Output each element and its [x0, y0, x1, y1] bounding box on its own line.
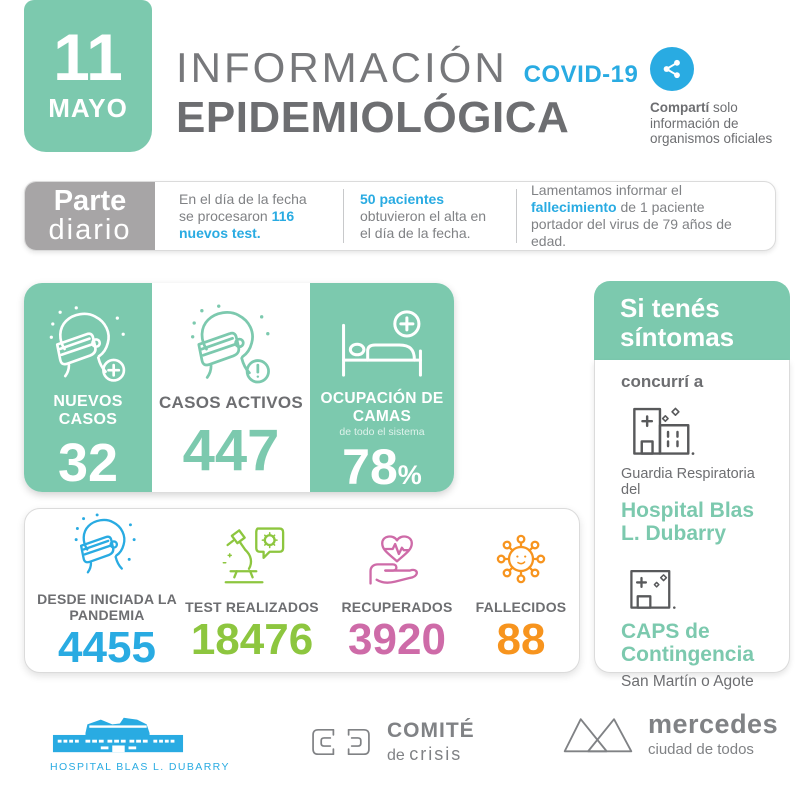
symptoms-intro: concurrí a — [621, 372, 704, 391]
title-covid19: COVID-19 — [523, 61, 639, 88]
report-item-highlight: 116 nuevos test. — [179, 207, 295, 241]
stat-label: NUEVOS CASOS — [53, 393, 123, 428]
stat-number: 78 — [342, 439, 398, 492]
stat-card-casos-activos: CASOS ACTIVOS 447 — [152, 283, 310, 492]
stat-value: 78% — [342, 442, 422, 492]
masked-face-plus-icon — [44, 299, 132, 393]
share-note-bold: Compartí — [650, 100, 710, 115]
comite-de: de — [387, 747, 410, 764]
stat-value: 32 — [57, 432, 119, 492]
symptoms-panel-title: Si tenés síntomas — [594, 281, 790, 360]
stat-card-nuevos-casos: NUEVOS CASOS 32 — [24, 283, 152, 492]
page-title: INFORMACIÓN COVID-19 EPIDEMIOLÓGICA — [176, 44, 638, 143]
daily-report-label: Parte diario — [25, 182, 155, 250]
date-month: MAYO — [48, 92, 128, 123]
mercedes-city-logo: mercedes ciudad de todos — [561, 705, 778, 763]
primary-stats-group: NUEVOS CASOS 32 — [24, 283, 454, 492]
stat-label: TEST REALIZADOS — [185, 599, 319, 616]
share-note-rest: solo información de organismos oficiales — [650, 100, 773, 146]
hospital-dubarry-logo: HOSPITAL BLAS L. DUBARRY — [50, 712, 230, 773]
date-badge: 11 MAYO — [24, 0, 152, 152]
report-item-altas: 50 pacientes obtuvieron el alta en el dí… — [344, 191, 516, 242]
stat-label: DESDE INICIADA LA PANDEMIA — [37, 590, 177, 624]
virus-icon — [488, 518, 554, 592]
date-day: 11 — [53, 20, 123, 95]
stat-col-tests: TEST REALIZADOS 18476 — [181, 518, 323, 663]
stat-unit: % — [397, 460, 422, 490]
stat-value: 4455 — [58, 622, 156, 672]
heart-in-hand-icon — [357, 518, 437, 592]
place-description: Guardia Respiratoria del — [621, 466, 755, 498]
symptoms-panel: Si tenés síntomas concurrí a Guardia Res… — [594, 281, 790, 690]
stat-col-recuperados: RECUPERADOS 3920 — [323, 518, 471, 663]
masked-face-alert-icon — [185, 299, 277, 393]
diario-text: diario — [48, 214, 132, 246]
title-epidemiologica: EPIDEMIOLÓGICA — [176, 93, 570, 142]
comite-crisis: crisis — [409, 744, 463, 764]
hospital-bed-plus-icon — [333, 299, 431, 390]
daily-report-card: Parte diario En el día de la fecha se pr… — [24, 181, 776, 251]
microscope-icon — [211, 518, 293, 592]
share-icon — [650, 47, 694, 91]
hospital-building-silhouette-icon — [52, 717, 184, 753]
stat-sublabel: de todo el sistema — [339, 426, 425, 438]
title-informacion: INFORMACIÓN — [176, 44, 508, 91]
stat-label: FALLECIDOS — [475, 599, 567, 616]
caps-building-icon — [621, 561, 777, 619]
report-item-text: Lamentamos informar el — [531, 182, 682, 198]
mercedes-title: mercedes — [648, 708, 779, 739]
mercedes-tagline: ciudad de todos — [648, 740, 754, 758]
comite-title: COMITÉ — [387, 719, 475, 742]
stat-label: CASOS ACTIVOS — [158, 393, 303, 412]
hospital-logo-label: HOSPITAL BLAS L. DUBARRY — [50, 761, 230, 773]
mercedes-m-icon — [563, 718, 633, 753]
place-address: San Martín o Agote — [621, 672, 754, 690]
stat-value: 3920 — [348, 614, 446, 664]
report-item-highlight: fallecimiento — [531, 199, 617, 215]
stat-value: 447 — [182, 418, 280, 484]
report-item-text: obtuvieron el alta en el día de la fecha… — [360, 207, 487, 241]
stat-label: OCUPACIÓN DE CAMAS — [320, 390, 444, 425]
masked-face-icon — [70, 510, 144, 584]
report-item-highlight: 50 pacientes — [360, 190, 445, 207]
stat-value: 18476 — [190, 614, 314, 664]
cumulative-stats-card: DESDE INICIADA LA PANDEMIA 4455 — [24, 508, 580, 673]
comite-brackets-icon — [312, 728, 370, 756]
report-item-tests: En el día de la fecha se procesaron 116 … — [155, 191, 343, 242]
report-item-text: de 1 paciente portador del virus de 79 a… — [531, 199, 732, 249]
place-name-caps: CAPS de Contingencia — [621, 620, 755, 667]
report-item-fallecimiento: Lamentamos informar el fallecimiento de … — [517, 182, 753, 250]
hospital-building-icon — [621, 401, 777, 463]
divider — [516, 189, 517, 243]
place-name-hospital: Hospital Blas L. Dubarry — [621, 499, 755, 545]
stat-col-pandemia: DESDE INICIADA LA PANDEMIA 4455 — [33, 510, 181, 671]
stat-value: 88 — [496, 614, 546, 664]
comite-crisis-logo: COMITÉ de crisis — [308, 719, 475, 765]
stat-card-ocupacion-camas: OCUPACIÓN DE CAMAS de todo el sistema 78… — [310, 283, 454, 492]
report-item-text: En el día de la fecha se procesaron — [179, 190, 307, 224]
share-note: Compartí solo información de organismos … — [650, 100, 792, 147]
divider — [343, 189, 344, 243]
stat-label: RECUPERADOS — [341, 599, 453, 616]
stat-col-fallecidos: FALLECIDOS 88 — [471, 518, 571, 663]
parte-text: Parte — [53, 185, 127, 217]
